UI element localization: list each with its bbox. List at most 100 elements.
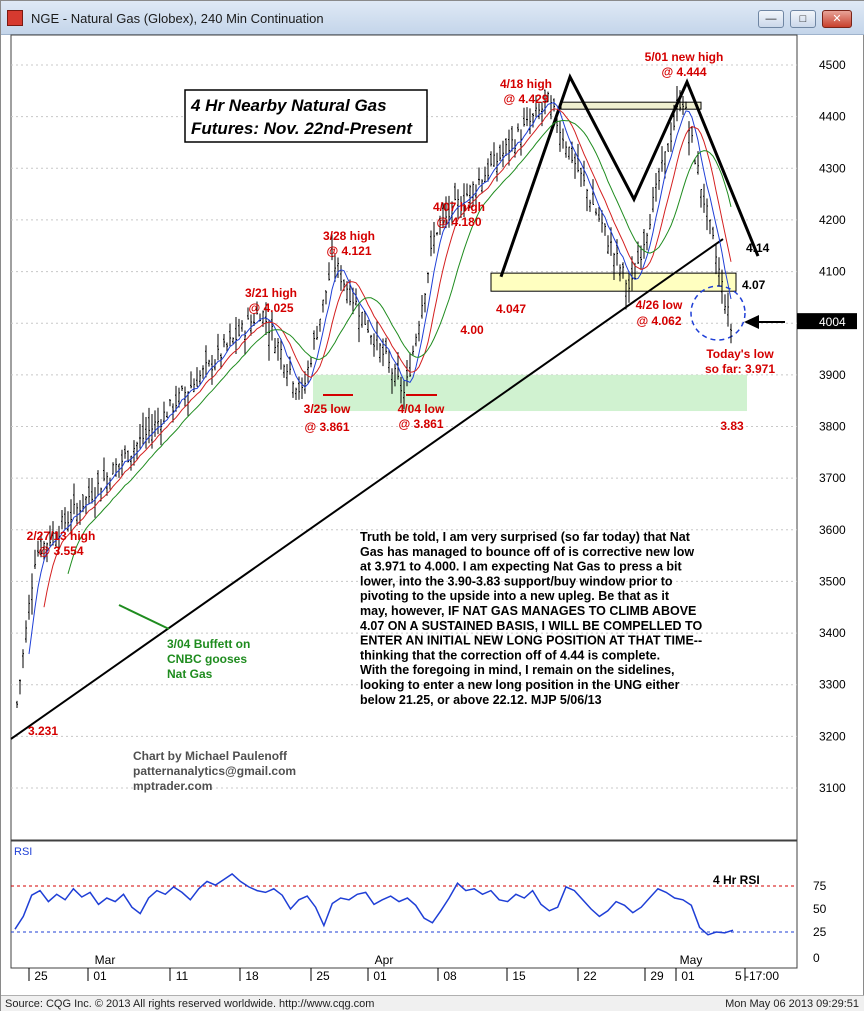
commentary-line: at 3.971 to 4.000. I am expecting Nat Ga… [360, 560, 682, 574]
commentary-line: pivoting to the upside into a new upleg.… [360, 589, 670, 603]
commentary-line: lower, into the 3.90-3.83 support/buy wi… [360, 574, 673, 588]
commentary-line: may, however, IF NAT GAS MANAGES TO CLIM… [360, 604, 696, 618]
double-top-pattern [499, 73, 760, 278]
source-credit: Source: CQG Inc. © 2013 All rights reser… [5, 998, 375, 1010]
annotations: 2/27/13 high@ 3.554 3/21 high@ 4.025 3/28 … [27, 50, 776, 738]
price-panel-frame [10, 34, 798, 841]
time-tick-label: 08 [443, 969, 457, 983]
time-tick-label: 18 [245, 969, 259, 983]
time-tick-label: 25 [316, 969, 330, 983]
commentary-line: 4.07 ON A SUSTAINED BASIS, I WILL BE COM… [360, 619, 702, 633]
rsi-line [14, 873, 734, 936]
rsi-tick-label: 50 [813, 902, 827, 916]
time-tick-label: 11 [176, 969, 189, 983]
note-level-400: 4.00 [460, 323, 484, 337]
commentary-text: Truth be told, I am very surprised (so f… [360, 530, 702, 707]
buffett-pointer-line [118, 604, 170, 630]
note-may01-high-line-1: 5/01 new high [645, 50, 724, 64]
last-price-marker [797, 313, 857, 330]
note-feb27-high-line-2: @ 3.554 [38, 544, 83, 558]
price-tick-label: 4200 [819, 213, 846, 227]
commentary-line: With the foregoing in mind, I remain on … [360, 663, 675, 677]
price-tick-label: 4400 [819, 110, 846, 124]
month-label: Mar [95, 953, 116, 967]
time-tick-label: 29 [650, 969, 664, 983]
note-today-low-line-2: so far: 3.971 [705, 362, 775, 376]
price-tick-label: 3300 [819, 678, 846, 692]
credit-line: Chart by Michael Paulenoff [133, 749, 288, 763]
note-mar28-high-line-1: 3/28 high [323, 229, 375, 243]
rising-trendline [10, 238, 724, 740]
commentary-line: looking to enter a new long position in … [360, 678, 680, 692]
ma-slow-line [67, 119, 732, 574]
ma-fast-line [28, 102, 732, 655]
rsi-panel-frame [10, 840, 798, 969]
commentary-line: Gas has managed to bounce off of is corr… [360, 545, 694, 559]
maximize-button[interactable]: □ [790, 10, 816, 28]
commentary-line: below 21.25, or above 22.12. MJP 5/06/13 [360, 693, 602, 707]
close-button[interactable]: ✕ [822, 10, 852, 28]
time-axis: 25 01 11 18 25 01 08 15 22 29 01 5 -17:00 Mar Apr May [28, 953, 779, 983]
time-tick-label: 15 [512, 969, 526, 983]
note-may01-high-line-2: @ 4.444 [661, 65, 706, 79]
price-tick-label: 3800 [819, 420, 846, 434]
price-tick-label: 3400 [819, 626, 846, 640]
note-mar25-low-line-1: 3/25 low [304, 402, 351, 416]
price-tick-label: 3500 [819, 574, 846, 588]
time-tick-label: 25 [34, 969, 48, 983]
price-tick-label: 3200 [819, 729, 846, 743]
note-apr18-high-line-2: @ 4.429 [503, 92, 548, 106]
minimize-button[interactable]: — [758, 10, 784, 28]
rsi-series: 25 50 75 0 RSI 4 Hr RSI [11, 846, 827, 965]
app-icon [7, 10, 23, 26]
note-level-4047: 4.047 [496, 302, 526, 316]
chart-title-line-1: 4 Hr Nearby Natural Gas [190, 96, 387, 115]
trendlines [10, 73, 785, 740]
chart-title-box [184, 89, 428, 143]
time-tick-label: 22 [583, 969, 597, 983]
credit-line: mptrader.com [133, 779, 212, 793]
note-apr07-high-line-2: @ 4.180 [436, 215, 481, 229]
note-apr18-high-line-1: 4/18 high [500, 77, 552, 91]
ma-mid-line [43, 108, 732, 608]
price-tick-label: 3900 [819, 368, 846, 382]
rsi-panel-label: RSI [14, 846, 32, 858]
arrow-head [744, 315, 759, 329]
price-grid [11, 64, 797, 789]
rsi-tick-zero: 0 [813, 951, 820, 965]
time-tick-label: 01 [93, 969, 107, 983]
note-mar21-high-line-1: 3/21 high [245, 286, 297, 300]
month-label: Apr [375, 953, 394, 967]
today-low-circle [690, 285, 746, 341]
price-tick-label: 3700 [819, 471, 846, 485]
time-tick-label: 01 [373, 969, 387, 983]
title-bar[interactable]: NGE - Natural Gas (Globex), 240 Min Cont… [1, 1, 864, 35]
note-level-383: 3.83 [720, 419, 744, 433]
window-title: NGE - Natural Gas (Globex), 240 Min Cont… [31, 11, 324, 26]
time-tick-label: 01 [681, 969, 695, 983]
note-buffett-line-1: 3/04 Buffett on [167, 637, 250, 651]
time-tick-label: 5 -17:00 [735, 969, 779, 983]
note-mar21-high-line-2: @ 4.025 [248, 301, 293, 315]
rsi-tick-label: 25 [813, 925, 827, 939]
support-zone [313, 374, 747, 412]
price-tick-label: 3600 [819, 523, 846, 537]
candlestick-series [16, 86, 732, 709]
moving-average-series [28, 102, 732, 655]
timestamp: Mon May 06 2013 09:29:51 [725, 998, 859, 1010]
chart-credit: Chart by Michael Paulenoffpatternanalyti… [133, 749, 296, 793]
note-level-407: 4.07 [742, 278, 766, 292]
status-footer: Source: CQG Inc. © 2013 All rights reser… [1, 995, 864, 1011]
note-level-414: 4.14 [746, 241, 770, 255]
rsi-label: 4 Hr RSI [713, 873, 760, 887]
note-apr26-low-line-1: 4/26 low [636, 298, 683, 312]
chart-title-line-2: Futures: Nov. 22nd-Present [191, 119, 413, 138]
price-tick-label: 4500 [819, 58, 846, 72]
price-tick-label: 4300 [819, 161, 846, 175]
note-buffett-line-2: CNBC gooses [167, 652, 247, 666]
rsi-tick-label: 75 [813, 879, 827, 893]
price-tick-label: 3100 [819, 781, 846, 795]
commentary-line: thinking that the correction off of 4.44… [360, 648, 660, 662]
